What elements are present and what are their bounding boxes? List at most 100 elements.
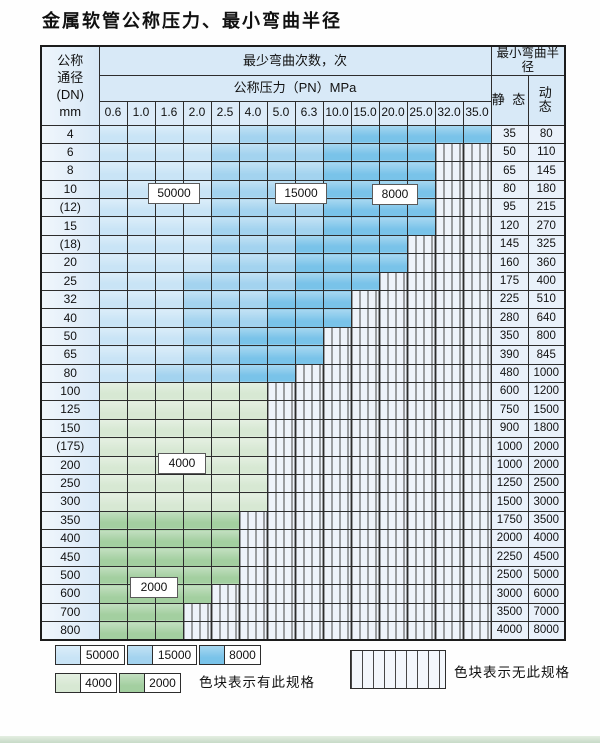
static-value-cell: 390 <box>490 345 529 365</box>
no-spec-cell <box>238 529 268 549</box>
spec-cell <box>98 510 128 531</box>
no-spec-cell <box>322 584 352 604</box>
spec-cell <box>266 253 296 273</box>
no-spec-cell <box>322 400 352 420</box>
spec-cell <box>378 216 408 236</box>
no-spec-cell <box>378 400 408 420</box>
dn-cell: 15 <box>40 216 100 236</box>
no-spec-cell <box>378 455 408 475</box>
dynamic-value-cell: 360 <box>527 253 566 273</box>
no-spec-cell <box>266 473 296 494</box>
no-spec-cell <box>378 473 408 494</box>
spec-cell <box>182 418 212 439</box>
spec-cell <box>98 198 128 218</box>
spec-cell <box>238 400 268 420</box>
table-row: 4 35 80 <box>40 124 566 144</box>
dynamic-value-cell: 1200 <box>527 381 566 402</box>
no-spec-cell <box>406 473 436 494</box>
legend-item-50000: 50000 <box>55 645 125 665</box>
no-spec-cell <box>406 326 436 347</box>
no-spec-cell <box>322 437 352 457</box>
spec-table-wrapper: 公称 通径 (DN) mm 最少弯曲次数，次 最小弯曲半径 公称压力（PN）MP… <box>40 45 566 641</box>
spec-cell <box>210 290 240 310</box>
spec-cell <box>154 363 184 383</box>
spec-cell <box>210 253 240 273</box>
spec-cell <box>238 234 268 255</box>
spec-cell <box>126 455 156 475</box>
no-spec-cell <box>434 326 464 347</box>
spec-cell <box>350 124 380 144</box>
spec-cell <box>98 584 128 604</box>
table-row: (175) 1000 2000 <box>40 437 566 457</box>
spec-cell <box>98 547 128 567</box>
dn-header-line: 通径 <box>57 69 84 85</box>
spec-cell <box>210 547 240 567</box>
spec-cell <box>98 363 128 383</box>
no-spec-cell <box>434 198 464 218</box>
dn-cell: 65 <box>40 345 100 365</box>
spec-cell <box>182 510 212 531</box>
no-spec-cell <box>406 418 436 439</box>
spec-cell <box>154 437 184 457</box>
table-row: 500 2500 5000 <box>40 565 566 586</box>
no-spec-cell <box>434 529 464 549</box>
no-spec-cell <box>294 437 324 457</box>
legend-has-spec-text: 色块表示有此规格 <box>199 675 315 690</box>
spec-cell <box>98 418 128 439</box>
pressure-value-header: 1.0 <box>126 100 156 126</box>
no-spec-cell <box>294 584 324 604</box>
spec-cell <box>238 308 268 328</box>
no-spec-cell <box>350 290 380 310</box>
spec-cell <box>238 161 268 181</box>
no-spec-cell <box>434 290 464 310</box>
no-spec-cell <box>406 234 436 255</box>
no-spec-cell <box>462 455 492 475</box>
spec-cell <box>238 216 268 236</box>
spec-cell <box>182 345 212 365</box>
static-value-cell: 750 <box>490 400 529 420</box>
static-value-cell: 480 <box>490 363 529 383</box>
dn-cell: 50 <box>40 326 100 347</box>
no-spec-cell <box>462 326 492 347</box>
no-spec-cell <box>266 510 296 531</box>
no-spec-cell <box>406 455 436 475</box>
spec-cell <box>182 381 212 402</box>
dn-cell: 700 <box>40 602 100 623</box>
no-spec-cell <box>294 510 324 531</box>
spec-cell <box>126 326 156 347</box>
spec-cell <box>182 492 212 512</box>
static-value-cell: 95 <box>490 198 529 218</box>
dn-header-line: 公称 <box>57 52 84 68</box>
dn-cell: 400 <box>40 529 100 549</box>
no-spec-cell <box>322 418 352 439</box>
dn-cell: (12) <box>40 198 100 218</box>
spec-cell <box>210 216 240 236</box>
spec-cell <box>126 400 156 420</box>
spec-cell <box>322 216 352 236</box>
no-spec-cell <box>350 510 380 531</box>
spec-cell <box>210 142 240 163</box>
no-spec-cell <box>350 584 380 604</box>
static-value-cell: 2000 <box>490 529 529 549</box>
no-spec-cell <box>238 565 268 586</box>
spec-cell <box>238 492 268 512</box>
spec-cell <box>98 234 128 255</box>
dynamic-value-cell: 215 <box>527 198 566 218</box>
spec-cell <box>126 363 156 383</box>
spec-cell <box>98 455 128 475</box>
spec-cell <box>210 455 240 475</box>
dynamic-value-cell: 4000 <box>527 529 566 549</box>
no-spec-cell <box>378 565 408 586</box>
static-value-cell: 4000 <box>490 621 529 641</box>
legend-row-green: 4000 2000 色块表示有此规格 <box>55 673 315 693</box>
no-spec-cell <box>434 602 464 623</box>
spec-cell <box>350 234 380 255</box>
dn-cell: 32 <box>40 290 100 310</box>
dn-cell: 125 <box>40 400 100 420</box>
spec-cell <box>154 381 184 402</box>
no-spec-cell <box>434 308 464 328</box>
no-spec-cell <box>322 547 352 567</box>
no-spec-cell <box>406 271 436 292</box>
no-spec-cell <box>294 565 324 586</box>
no-spec-cell <box>266 437 296 457</box>
